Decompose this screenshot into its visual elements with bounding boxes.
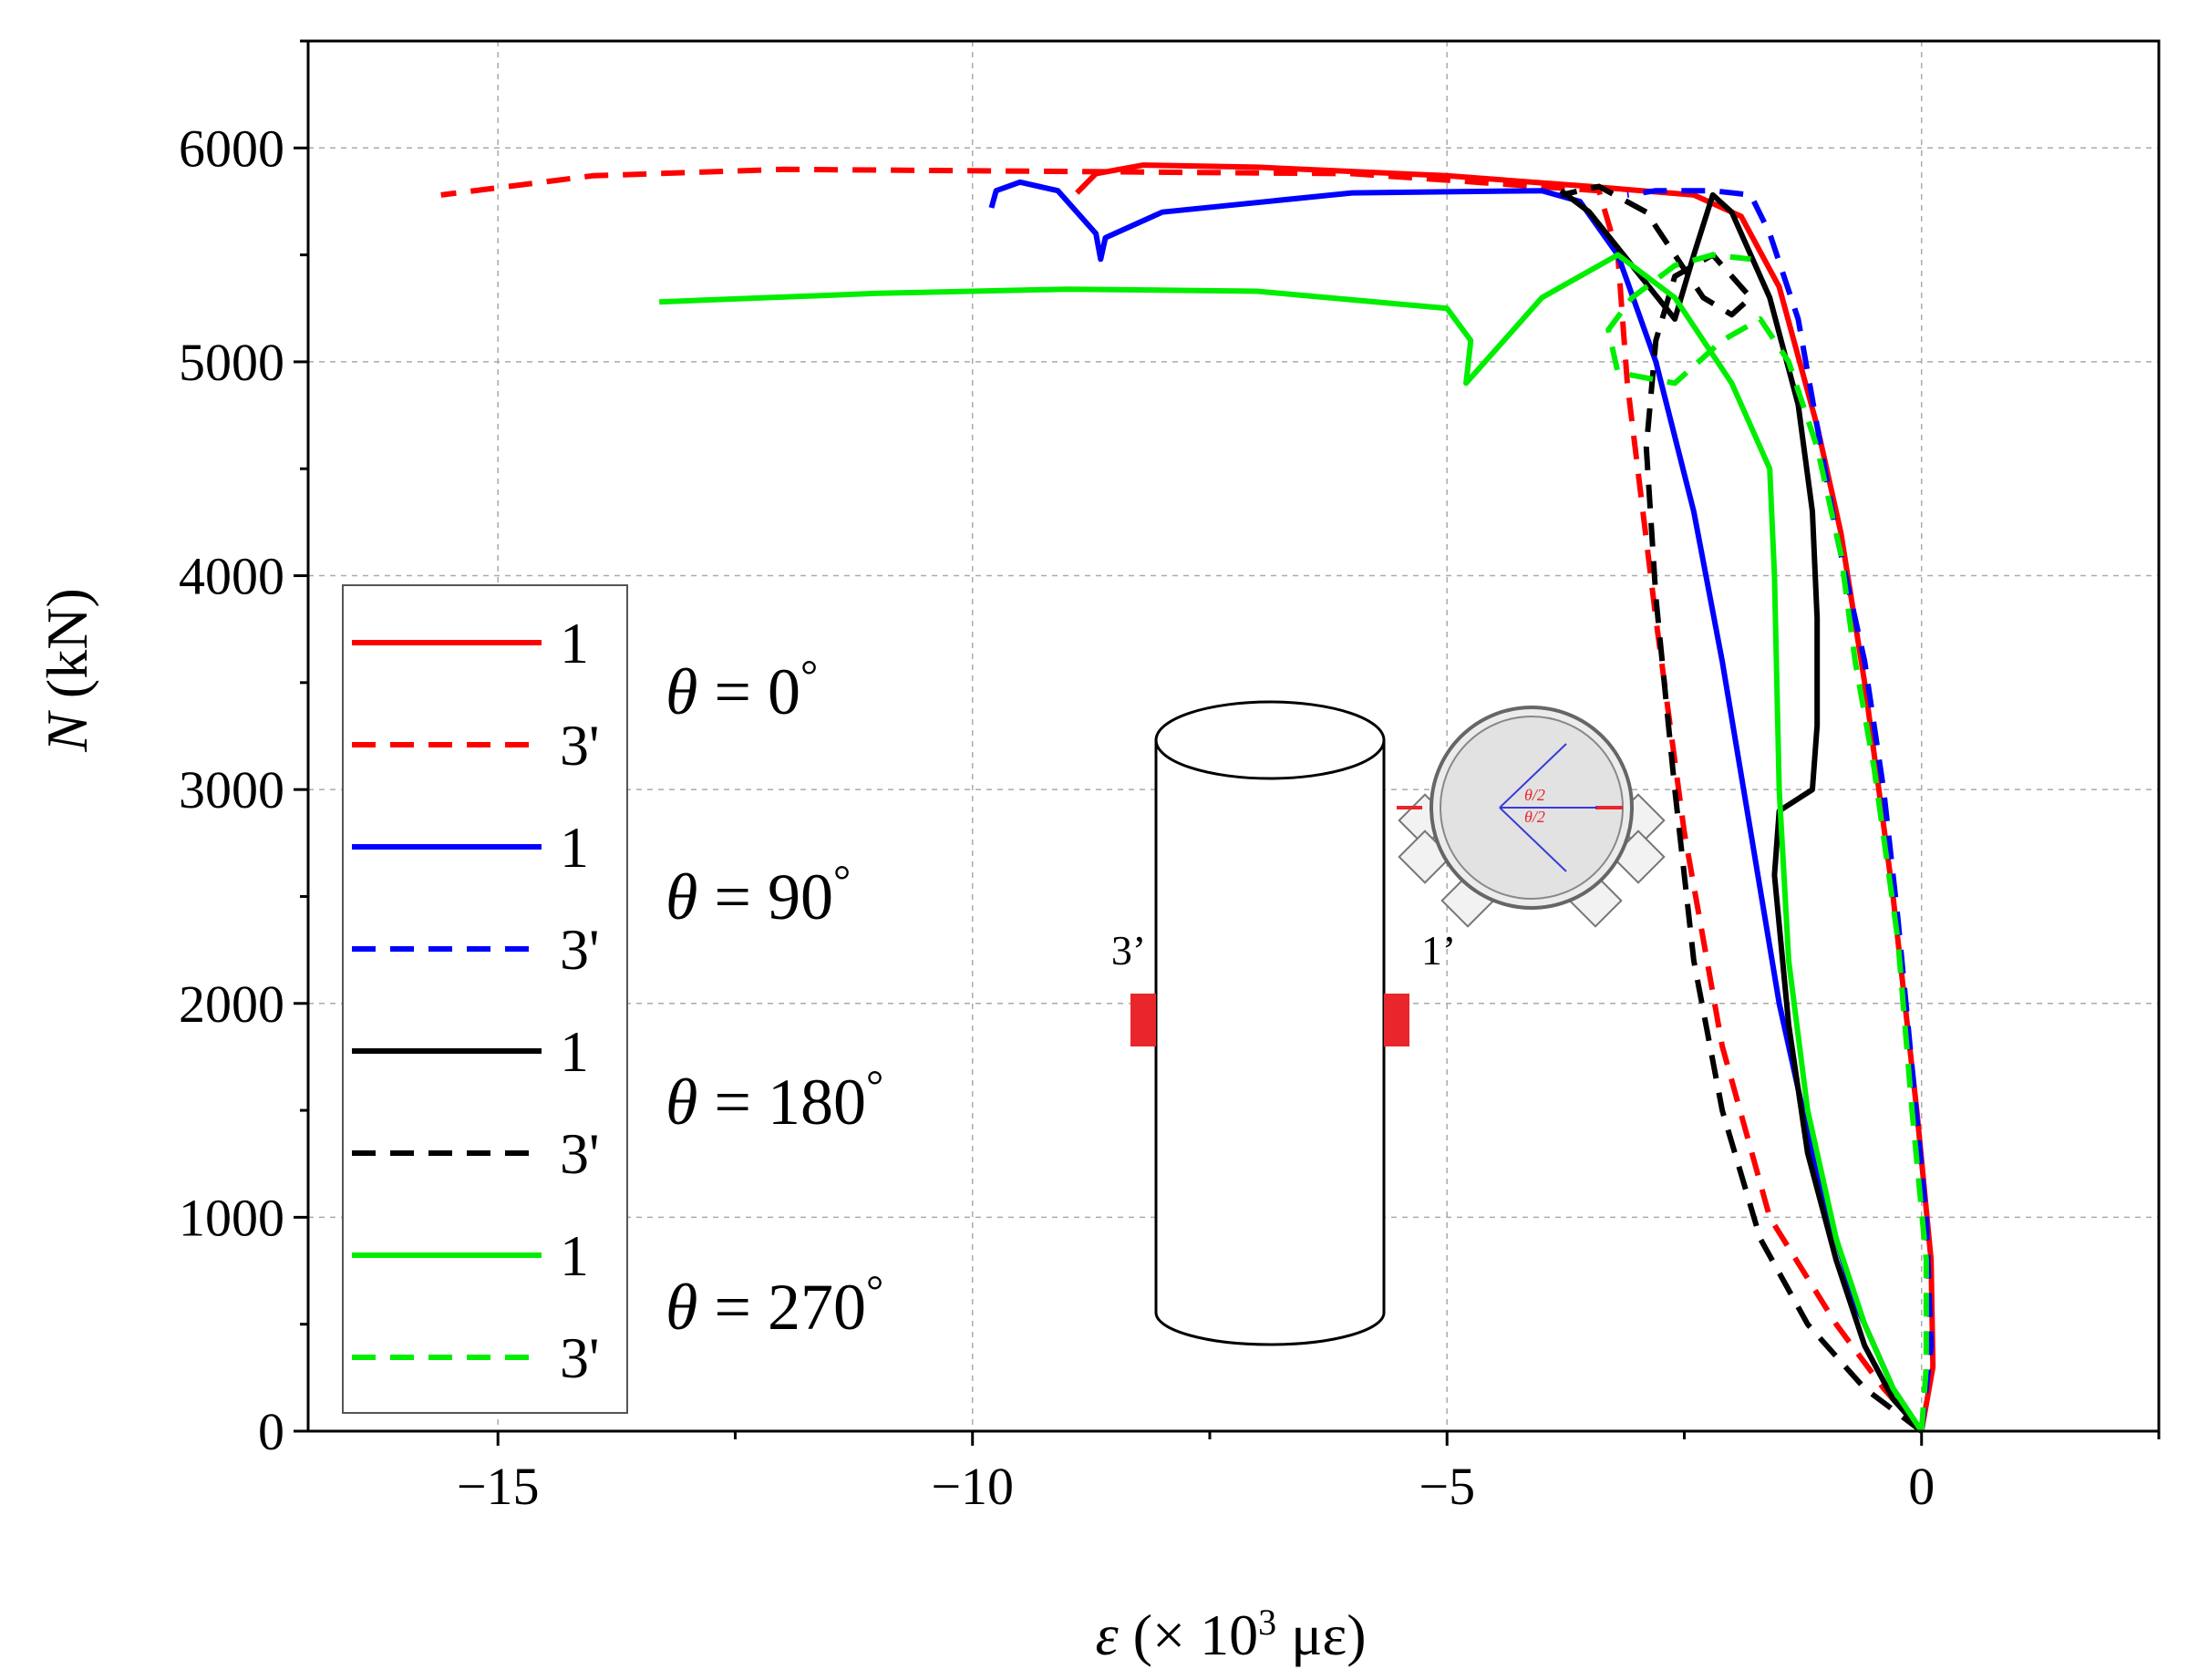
- x-tick-label: −5: [1419, 1457, 1475, 1516]
- theta-labels: θ = 0° θ = 90° θ = 180° θ = 270°: [666, 652, 883, 1345]
- y-tick-label: 4000: [179, 547, 284, 606]
- theta-label: θ = 270°: [666, 1267, 883, 1345]
- cross-section-inset: θ/2 θ/2: [1397, 706, 1666, 928]
- y-tick-label: 6000: [179, 119, 284, 178]
- series-line: [1560, 183, 1924, 1434]
- angle-ray-upper: [1499, 743, 1567, 809]
- y-axis-title: N (kN): [35, 588, 99, 753]
- cylinder-body: [1154, 740, 1386, 1346]
- legend-label: 3': [560, 1325, 600, 1390]
- x-tick-label: 0: [1908, 1457, 1935, 1516]
- series-line: [1626, 188, 1935, 1432]
- legend: 1 3' 1 3' 1 3' 1 3': [342, 584, 628, 1414]
- series-line: [1559, 188, 1924, 1433]
- gauge-left-label: 3’: [1111, 927, 1146, 974]
- legend-label: 1: [560, 1223, 589, 1288]
- angle-label-lower: θ/2: [1524, 808, 1545, 826]
- legend-label: 3': [560, 1121, 600, 1186]
- strain-gauge-right: [1384, 994, 1409, 1046]
- x-tick-label: −15: [457, 1457, 540, 1516]
- y-tick-label: 1000: [179, 1188, 284, 1247]
- y-tick-label: 0: [258, 1402, 284, 1461]
- series-line: [440, 166, 1924, 1433]
- angle-label-upper: θ/2: [1524, 786, 1545, 804]
- series-line: [659, 252, 1925, 1433]
- y-tick-label: 5000: [179, 333, 284, 392]
- theta-label: θ = 90°: [666, 857, 851, 934]
- specimen-inset: 3’ 1’: [1111, 700, 1456, 1346]
- x-axis-title: ε (× 103 με): [1095, 1602, 1366, 1668]
- data-series: [440, 162, 1936, 1434]
- y-tick-label: 3000: [179, 760, 284, 819]
- x-tick-label: −10: [931, 1457, 1014, 1516]
- cylinder-top: [1154, 700, 1386, 780]
- theta-label: θ = 180°: [666, 1062, 883, 1139]
- plot-frame: [306, 39, 2161, 1433]
- y-tick-label: 2000: [179, 974, 284, 1034]
- legend-label: 1: [560, 1019, 589, 1084]
- y-tick-labels: 0 1000 2000 3000 4000 5000 6000: [179, 119, 284, 1461]
- axis-ticks: [294, 39, 2161, 1446]
- strain-gauge-left: [1130, 994, 1156, 1046]
- theta-label: θ = 0°: [666, 652, 818, 729]
- x-tick-labels: −15 −10 −5 0: [457, 1457, 1935, 1516]
- series-line: [1605, 252, 1929, 1432]
- angle-ray-lower: [1499, 807, 1567, 872]
- legend-entries: 1 3' 1 3' 1 3' 1 3': [352, 611, 600, 1390]
- legend-label: 1: [560, 611, 589, 675]
- gauge-right-label: 1’: [1421, 927, 1456, 974]
- legend-box: [342, 584, 628, 1414]
- legend-label: 3': [560, 917, 600, 982]
- legend-label: 1: [560, 815, 589, 880]
- legend-label: 3': [560, 713, 600, 778]
